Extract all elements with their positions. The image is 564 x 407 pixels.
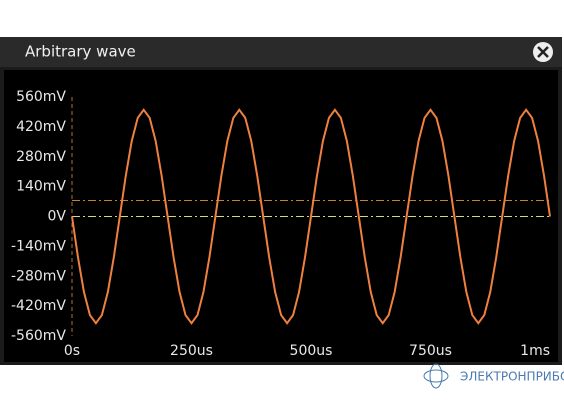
x-tick-label: 500us (290, 343, 333, 359)
window-title: Arbitrary wave (25, 43, 136, 61)
x-tick-label: 0s (64, 343, 80, 359)
x-tick-label: 750us (409, 343, 452, 359)
y-tick-label: 420mV (16, 119, 66, 135)
y-tick-label: -420mV (11, 298, 66, 314)
y-tick-label: 140mV (16, 179, 66, 195)
y-tick-label: 280mV (16, 149, 66, 165)
waveform (71, 108, 551, 325)
x-tick-label: 250us (170, 343, 213, 359)
y-tick-label: 560mV (16, 89, 66, 105)
logo: ЭЛЕКТРОНПРИБОР (423, 363, 564, 389)
y-tick-label: -280mV (11, 268, 66, 284)
x-tick-label: 1ms (520, 343, 550, 359)
y-tick-label: -140mV (11, 238, 66, 254)
title-bar (0, 37, 562, 67)
y-tick-label: -560mV (11, 328, 66, 344)
watermark: ЭЛЕКТРОНПРИБОР (460, 370, 564, 384)
y-tick-label: 0V (48, 209, 67, 225)
close-button[interactable] (533, 42, 553, 62)
